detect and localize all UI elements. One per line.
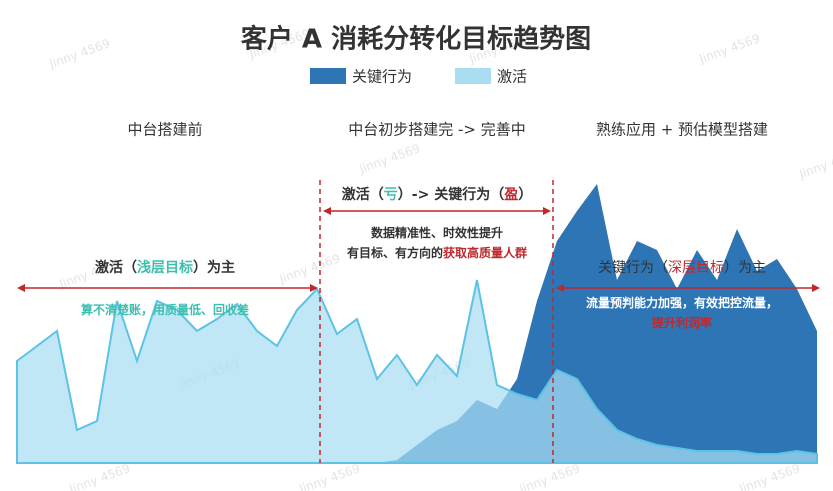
legend: 关键行为 激活 bbox=[310, 68, 527, 86]
phase-label: 中台初步搭建完 -> 完善中 bbox=[348, 121, 526, 139]
chart-title: 客户 A 消耗分转化目标趋势图 bbox=[241, 24, 591, 55]
annotation-part: 提升利润率 bbox=[652, 315, 712, 330]
phase-label: 中台搭建前 bbox=[127, 121, 202, 139]
legend-swatch bbox=[455, 68, 491, 84]
watermark: Jinny 4569 bbox=[696, 31, 761, 66]
annotation: 数据精准性、时效性提升 bbox=[371, 225, 503, 240]
annotation-part: 盈 bbox=[503, 187, 518, 203]
annotation-part: 流量预判能力加强，有效把控流量， bbox=[586, 295, 778, 310]
watermark: Jinny 4569 bbox=[276, 251, 341, 286]
annotation: 关键行为（深层目标）为主 bbox=[598, 260, 766, 276]
annotation: 有目标、有方向的获取高质量人群 bbox=[347, 245, 527, 260]
watermark: Jinny 4569 bbox=[296, 461, 361, 491]
annotation-part: ）为主 bbox=[193, 259, 235, 276]
annotation: 流量预判能力加强，有效把控流量， bbox=[586, 295, 778, 310]
annotation-part: 激活（ bbox=[342, 186, 384, 203]
annotation-part: 深层目标 bbox=[668, 260, 724, 276]
arrow-head bbox=[310, 284, 318, 292]
annotation-part: ）为主 bbox=[724, 260, 766, 276]
annotation: 激活（浅层目标）为主 bbox=[95, 259, 235, 276]
watermark: Jinny 4569 bbox=[736, 461, 801, 491]
watermark: Jinny 4569 bbox=[46, 36, 111, 71]
annotation-part: 浅层目标 bbox=[137, 259, 193, 276]
area bbox=[377, 184, 817, 463]
annotation-part: 亏 bbox=[384, 187, 398, 203]
phase-label: 熟练应用 + 预估模型搭建 bbox=[596, 121, 768, 139]
annotation-part: 获取高质量人群 bbox=[442, 245, 527, 260]
area bbox=[16, 279, 818, 464]
plot-area bbox=[16, 184, 818, 464]
arrow-head bbox=[323, 207, 331, 215]
annotation: 激活（亏）-> 关键行为（盈） bbox=[342, 186, 532, 203]
annotation: 提升利润率 bbox=[652, 315, 712, 330]
arrow-head bbox=[556, 284, 564, 292]
annotation-part: 关键行为（ bbox=[598, 260, 668, 276]
annotation-part: ）-> 关键行为（ bbox=[398, 186, 504, 203]
legend-swatch bbox=[310, 68, 346, 84]
annotation-part: 激活（ bbox=[95, 259, 137, 276]
watermark: Jinny 4569 bbox=[796, 146, 833, 181]
legend-label: 激活 bbox=[497, 68, 527, 86]
arrow-head bbox=[812, 284, 820, 292]
annotation-part: ） bbox=[518, 187, 532, 203]
annotation-part: 数据精准性、时效性提升 bbox=[371, 225, 503, 240]
annotation-part: 算不清楚账，用质量低、回收差 bbox=[81, 302, 249, 317]
arrow-head bbox=[543, 207, 551, 215]
annotation-part: 有目标、有方向的 bbox=[347, 245, 443, 260]
watermark: Jinny 4569 bbox=[66, 461, 131, 491]
dividers bbox=[17, 180, 820, 463]
annotation: 算不清楚账，用质量低、回收差 bbox=[81, 302, 249, 317]
arrow-head bbox=[17, 284, 25, 292]
watermark: Jinny 4569 bbox=[356, 141, 421, 176]
annotations: 中台搭建前 中台初步搭建完 -> 完善中 熟练应用 + 预估模型搭建激活（浅层目标）… bbox=[81, 121, 778, 330]
watermark: Jinny 4569 bbox=[516, 461, 581, 491]
legend-label: 关键行为 bbox=[352, 68, 412, 86]
